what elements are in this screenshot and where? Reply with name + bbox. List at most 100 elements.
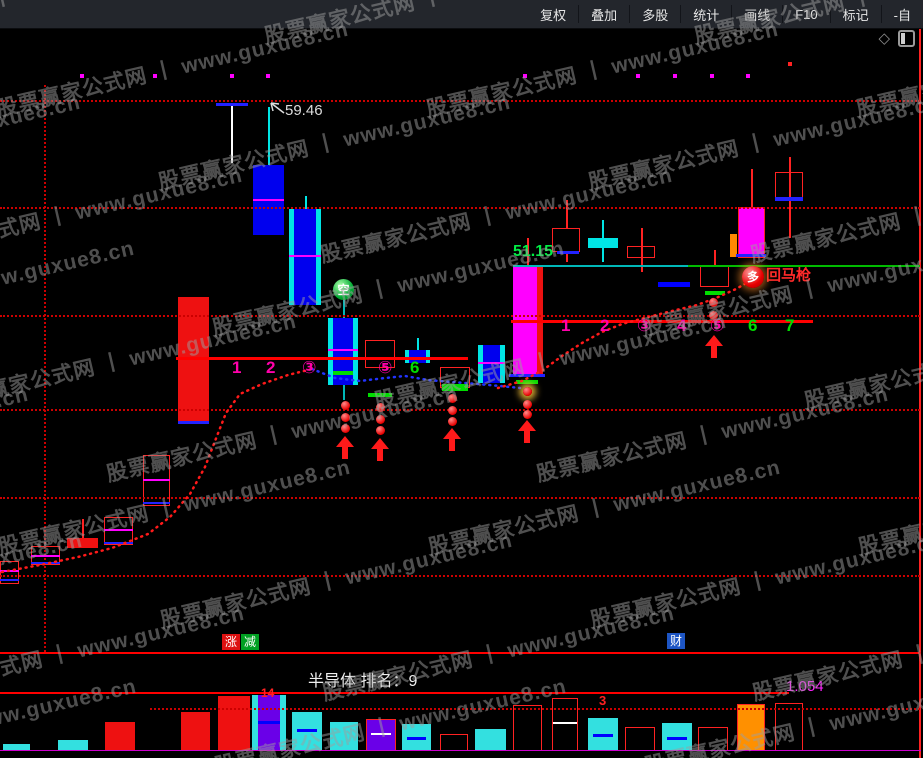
hline bbox=[407, 737, 426, 740]
toolbar-button-6[interactable]: 标记 bbox=[842, 7, 869, 23]
rect bbox=[368, 393, 392, 397]
watermark-text: 股票赢家公式网 丨 www.guxue8.cn bbox=[586, 90, 923, 195]
hline bbox=[253, 199, 284, 201]
indicator-value-label: 1.054 bbox=[786, 678, 824, 695]
hline bbox=[328, 349, 358, 351]
sequence-number: ③ bbox=[637, 316, 652, 335]
vline bbox=[566, 252, 568, 262]
vol-bar bbox=[366, 719, 396, 751]
cai-tag[interactable]: 财 bbox=[667, 633, 686, 649]
watermark-text: 股票赢家公式网 丨 www.guxue8.cn bbox=[0, 455, 353, 560]
zhang-tag[interactable]: 涨 bbox=[222, 634, 241, 650]
marker-dot bbox=[523, 74, 527, 78]
signal-dot bbox=[523, 400, 532, 409]
watermark-text: 股票赢家公式网 丨 www.guxue8.cn bbox=[802, 310, 923, 414]
toolbar-button-0[interactable]: 复权 bbox=[540, 7, 567, 23]
vline bbox=[268, 107, 270, 165]
hline bbox=[667, 737, 687, 740]
price-label-high: 59.46 bbox=[285, 102, 323, 119]
candle bbox=[588, 238, 618, 248]
marker-dot bbox=[710, 74, 714, 78]
right-border bbox=[919, 28, 921, 758]
hline bbox=[258, 721, 280, 724]
vol-bar bbox=[3, 744, 30, 751]
toolbar-separator bbox=[578, 5, 580, 23]
vline bbox=[751, 169, 753, 207]
rect bbox=[705, 291, 725, 295]
sequence-number: 2 bbox=[266, 358, 276, 377]
dotted-gridline bbox=[0, 100, 920, 102]
vline bbox=[343, 298, 345, 318]
vline bbox=[305, 196, 307, 210]
marker-dot bbox=[788, 62, 792, 66]
vline bbox=[566, 200, 568, 228]
short-marker-ball: 空 bbox=[333, 279, 354, 300]
hline bbox=[216, 103, 248, 106]
vol-bar bbox=[513, 705, 542, 751]
vol-bar bbox=[625, 727, 655, 751]
sequence-number: 2 bbox=[600, 316, 610, 335]
vol-bar bbox=[475, 729, 506, 751]
marker-dot bbox=[746, 74, 750, 78]
candle bbox=[104, 517, 133, 545]
signal-dot bbox=[341, 413, 350, 422]
hline bbox=[289, 255, 321, 257]
pane-divider bbox=[0, 652, 921, 654]
hline bbox=[143, 502, 170, 504]
hline bbox=[371, 733, 391, 735]
vol-bar bbox=[440, 734, 468, 751]
signal-dot bbox=[448, 406, 457, 415]
vline bbox=[527, 238, 529, 265]
watermark-text: 股票赢家公式网 丨 www.guxue8.cn bbox=[0, 90, 83, 195]
dotted-gridline bbox=[150, 708, 920, 710]
panel-layout-icon[interactable] bbox=[898, 30, 915, 47]
toolbar-separator bbox=[731, 5, 733, 23]
hline bbox=[557, 251, 579, 254]
watermark-text: 股票赢家公式网 丨 www.guxue8.cn bbox=[318, 163, 675, 268]
vol-bar bbox=[218, 696, 250, 751]
candle bbox=[289, 209, 321, 305]
marker-dot bbox=[266, 74, 270, 78]
rect bbox=[333, 371, 353, 375]
candle bbox=[627, 246, 655, 258]
hline bbox=[553, 722, 577, 724]
up-arrow bbox=[705, 335, 723, 358]
vline bbox=[231, 106, 233, 163]
vol-bar bbox=[105, 722, 135, 751]
signal-dot bbox=[523, 410, 532, 419]
toolbar-button-3[interactable]: 统计 bbox=[693, 7, 720, 23]
marker-dot bbox=[80, 74, 84, 78]
toolbar-button-7[interactable]: -自 bbox=[893, 7, 911, 23]
hline bbox=[178, 421, 209, 424]
hline bbox=[0, 579, 19, 581]
toolbar-button-4[interactable]: 画线 bbox=[744, 7, 771, 23]
jian-tag[interactable]: 减 bbox=[241, 634, 260, 650]
vline bbox=[82, 519, 84, 538]
signal-dot bbox=[341, 424, 350, 433]
watermark-text: 股票赢家公式网 丨 www.guxue8.cn bbox=[0, 236, 137, 341]
dotted-gridline bbox=[0, 575, 920, 577]
vline bbox=[343, 385, 345, 400]
toolbar-button-2[interactable]: 多股 bbox=[642, 7, 669, 23]
toolbar-button-5[interactable]: F10 bbox=[795, 6, 818, 22]
watermark-text: 股票赢家公式网 丨 www.guxue8.cn bbox=[424, 17, 781, 122]
vline bbox=[417, 338, 419, 350]
toolbar-separator bbox=[829, 5, 831, 23]
support-line-2 bbox=[511, 320, 813, 323]
dotted-gridline bbox=[0, 497, 920, 499]
dotted-gridline bbox=[0, 207, 920, 209]
sequence-number: 1 bbox=[561, 316, 571, 335]
teal-level-line bbox=[513, 265, 688, 267]
hline bbox=[509, 374, 545, 377]
support-line-1 bbox=[176, 357, 468, 360]
hline bbox=[31, 562, 60, 564]
candle bbox=[365, 340, 395, 368]
signal-dot bbox=[376, 403, 385, 412]
watermark-text: 股票赢家公式网 丨 www.guxue8.cn bbox=[856, 456, 923, 560]
dotted-gridline bbox=[0, 409, 920, 411]
watermark-text: 股票赢家公式网 丨 www.guxue8.cn bbox=[748, 164, 923, 268]
diamond-icon[interactable]: ◇ bbox=[878, 30, 890, 47]
toolbar-button-1[interactable]: 叠加 bbox=[591, 7, 618, 23]
signal-dot bbox=[523, 387, 532, 396]
